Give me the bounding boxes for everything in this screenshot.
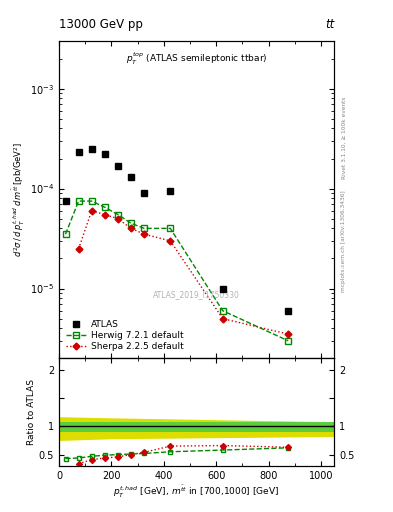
Line: ATLAS: ATLAS [62,145,292,314]
Legend: ATLAS, Herwig 7.2.1 default, Sherpa 2.2.5 default: ATLAS, Herwig 7.2.1 default, Sherpa 2.2.… [63,317,186,354]
ATLAS [168,188,173,194]
Line: Sherpa 2.2.5 default: Sherpa 2.2.5 default [76,208,291,336]
Herwig 7.2.1 default [89,198,94,204]
Text: 13000 GeV pp: 13000 GeV pp [59,18,143,31]
Herwig 7.2.1 default [168,225,173,231]
Sherpa 2.2.5 default [220,315,225,322]
Y-axis label: $d^2\sigma\,/\,d\,p_T^{t,had}\,d\,m^{\bar{t}t}\,[\mathrm{pb/GeV^2}]$: $d^2\sigma\,/\,d\,p_T^{t,had}\,d\,m^{\ba… [11,142,27,258]
Sherpa 2.2.5 default [286,331,290,337]
Sherpa 2.2.5 default [129,225,133,231]
Y-axis label: Ratio to ATLAS: Ratio to ATLAS [27,379,36,445]
Herwig 7.2.1 default [76,198,81,204]
Text: mcplots.cern.ch [arXiv:1306.3436]: mcplots.cern.ch [arXiv:1306.3436] [342,190,346,291]
Herwig 7.2.1 default [63,231,68,237]
Herwig 7.2.1 default [103,204,107,210]
X-axis label: $p_T^{t,had}$ [GeV], $m^{\bar{t}t}$ in [700,1000] [GeV]: $p_T^{t,had}$ [GeV], $m^{\bar{t}t}$ in [… [113,483,280,500]
Sherpa 2.2.5 default [103,211,107,218]
Sherpa 2.2.5 default [89,208,94,214]
ATLAS [129,174,133,180]
ATLAS [220,286,225,292]
Herwig 7.2.1 default [286,338,290,344]
ATLAS [116,162,120,168]
Herwig 7.2.1 default [116,211,120,218]
Herwig 7.2.1 default [220,308,225,314]
Herwig 7.2.1 default [129,220,133,226]
Text: ATLAS_2019_I1750330: ATLAS_2019_I1750330 [153,290,240,300]
Text: Rivet 3.1.10, ≥ 100k events: Rivet 3.1.10, ≥ 100k events [342,97,346,180]
ATLAS [286,308,290,314]
ATLAS [76,150,81,156]
ATLAS [142,190,147,196]
Herwig 7.2.1 default [142,225,147,231]
Sherpa 2.2.5 default [168,238,173,244]
ATLAS [89,146,94,152]
Text: tt: tt [325,18,334,31]
Sherpa 2.2.5 default [76,246,81,252]
Line: Herwig 7.2.1 default: Herwig 7.2.1 default [62,198,291,344]
Sherpa 2.2.5 default [116,216,120,222]
Text: $p_T^{top}$ (ATLAS semileptonic ttbar): $p_T^{top}$ (ATLAS semileptonic ttbar) [126,51,267,67]
Sherpa 2.2.5 default [142,231,147,237]
ATLAS [63,198,68,204]
ATLAS [103,152,107,158]
